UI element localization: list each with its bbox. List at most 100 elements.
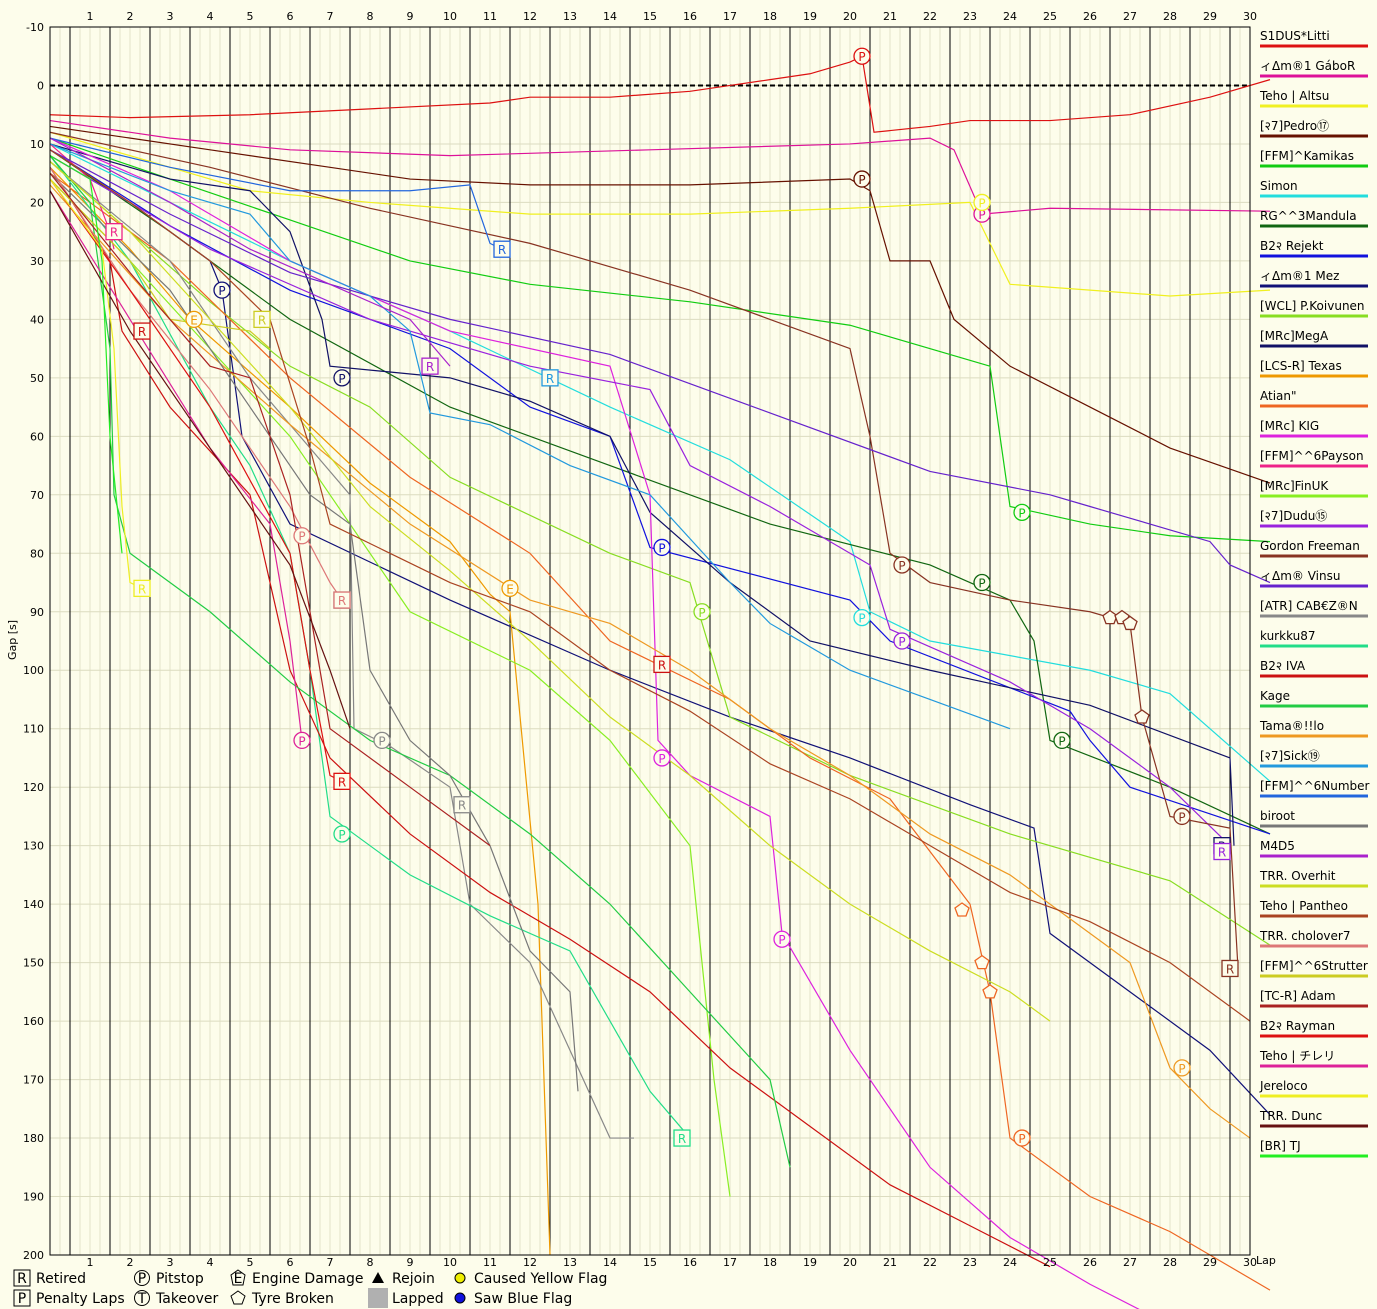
legend-entry-label: B2२ Rejekt xyxy=(1260,239,1324,253)
legend-entry-label: [ATR] CAB€Z®N xyxy=(1260,599,1358,613)
y-tick-label: 90 xyxy=(30,606,44,619)
event-marker-R: R xyxy=(673,1129,691,1147)
retired-box xyxy=(653,655,671,674)
series-line xyxy=(49,55,1271,133)
event-letter: R xyxy=(1226,962,1234,976)
lapped-icon xyxy=(368,1288,388,1308)
x-tick-label-bottom: 13 xyxy=(563,1256,577,1269)
event-letter: P xyxy=(1058,734,1065,748)
series-line xyxy=(49,167,343,601)
x-tick-label-bottom: 28 xyxy=(1163,1256,1177,1269)
legend-entry-label: TRR. cholover7 xyxy=(1259,929,1350,943)
event-letter: R xyxy=(138,582,146,596)
event-letter: R xyxy=(338,594,346,608)
retired-box xyxy=(133,579,151,598)
x-tick-label-bottom: 20 xyxy=(843,1256,857,1269)
event-marker-T xyxy=(1122,615,1138,631)
event-markers: PPPPPPPPPPPPREEPPPRPRPPRPRPRRRPRRRRPRRRP… xyxy=(105,47,1239,1147)
event-marker-R: R xyxy=(333,772,351,790)
x-tick-label-bottom: 12 xyxy=(523,1256,537,1269)
x-tick-label-top: 21 xyxy=(883,10,897,23)
symbol-legend-item: P Pitstop xyxy=(134,1270,204,1287)
series-line xyxy=(49,149,1251,1022)
x-tick-label-top: 30 xyxy=(1243,10,1257,23)
event-letter: P xyxy=(658,541,665,555)
x-tick-label-bottom: 27 xyxy=(1123,1256,1137,1269)
x-tick-label-top: 24 xyxy=(1003,10,1017,23)
retired-box xyxy=(1213,842,1231,861)
event-letter: P xyxy=(298,734,305,748)
event-circle xyxy=(653,749,671,767)
x-tick-label-bottom: 11 xyxy=(483,1256,497,1269)
legend-circle-icon xyxy=(134,1290,150,1306)
x-tick-label-top: 13 xyxy=(563,10,577,23)
event-letter: R xyxy=(338,775,346,789)
x-tick-label-bottom: 9 xyxy=(407,1256,414,1269)
series-legend: S1DUS*Litti ィΔm®1 GáboR Teho | Altsu [२7]Pe… xyxy=(1259,29,1370,1158)
legend-box-letter: R xyxy=(17,1271,27,1287)
x-tick-label-top: 19 xyxy=(803,10,817,23)
series-line xyxy=(49,155,791,1168)
x-tick-label-bottom: 7 xyxy=(327,1256,334,1269)
legend-entry-label: [२7]Sick⑲ xyxy=(1260,749,1320,763)
event-circle xyxy=(185,310,203,329)
x-tick-label-top: 8 xyxy=(367,10,374,23)
x-tick-label-top: 10 xyxy=(443,10,457,23)
x-tick-label-top: 3 xyxy=(167,10,174,23)
event-letter: P xyxy=(978,577,985,591)
x-tick-label-bottom: 6 xyxy=(287,1256,294,1269)
retired-box xyxy=(421,357,439,375)
event-letter: P xyxy=(978,208,985,222)
event-marker-P: P xyxy=(853,47,871,65)
event-letter: P xyxy=(1018,1132,1025,1146)
retired-box xyxy=(253,310,271,329)
event-letter: R xyxy=(458,799,466,813)
series-line xyxy=(49,137,1271,543)
series-line xyxy=(49,167,1051,1268)
series-line xyxy=(49,172,579,1092)
engine-letter: E xyxy=(234,1271,243,1287)
event-circle xyxy=(973,573,991,592)
legend-entry-label: Kage xyxy=(1260,689,1290,703)
x-tick-label-top: 2 xyxy=(127,10,134,23)
series-line xyxy=(49,178,143,589)
event-marker-R: R xyxy=(541,369,559,387)
series-line xyxy=(49,178,731,1197)
retired-box xyxy=(453,796,471,814)
x-tick-label-top: 17 xyxy=(723,10,737,23)
series-line xyxy=(49,184,1251,1139)
y-axis-label: Gap [s] xyxy=(6,620,19,660)
legend-entry-label: ィΔm®1 GáboR xyxy=(1260,59,1355,73)
series-line xyxy=(49,149,1271,835)
x-tick-label-bottom: 22 xyxy=(923,1256,937,1269)
event-circle xyxy=(853,170,871,188)
x-tick-label-top: 5 xyxy=(247,10,254,23)
event-circle xyxy=(853,608,871,627)
y-tick-label: 50 xyxy=(30,372,44,385)
symbol-legend-label: Lapped xyxy=(392,1291,444,1307)
x-tick-label-bottom: 21 xyxy=(883,1256,897,1269)
series-line xyxy=(49,190,303,741)
x-tick-label-top: 15 xyxy=(643,10,657,23)
tyre-broken-icon xyxy=(230,1290,246,1305)
x-tick-label-bottom: 14 xyxy=(603,1256,617,1269)
event-marker-P: P xyxy=(1053,731,1071,750)
symbol-legend-item: Caused Yellow Flag xyxy=(454,1271,607,1287)
legend-circle-icon xyxy=(134,1270,150,1286)
event-letter: R xyxy=(258,313,266,327)
event-letter: R xyxy=(498,243,506,257)
symbol-legend-label: Takeover xyxy=(155,1291,218,1307)
event-marker-P: P xyxy=(973,193,991,212)
symbol-legend-item: Lapped xyxy=(368,1288,444,1308)
event-letter: P xyxy=(378,734,385,748)
event-letter: R xyxy=(138,325,146,339)
retired-box xyxy=(541,369,559,387)
event-marker-T xyxy=(974,954,990,970)
event-marker-T xyxy=(982,984,998,999)
x-tick-label-bottom: 29 xyxy=(1203,1256,1217,1269)
legend-entry-label: S1DUS*Litti xyxy=(1260,29,1330,43)
event-circle xyxy=(693,603,711,621)
event-letter: E xyxy=(506,582,514,596)
legend-entry-label: Simon xyxy=(1260,179,1298,193)
legend-entry-label: [FFM]^^6Strutter xyxy=(1260,959,1368,973)
